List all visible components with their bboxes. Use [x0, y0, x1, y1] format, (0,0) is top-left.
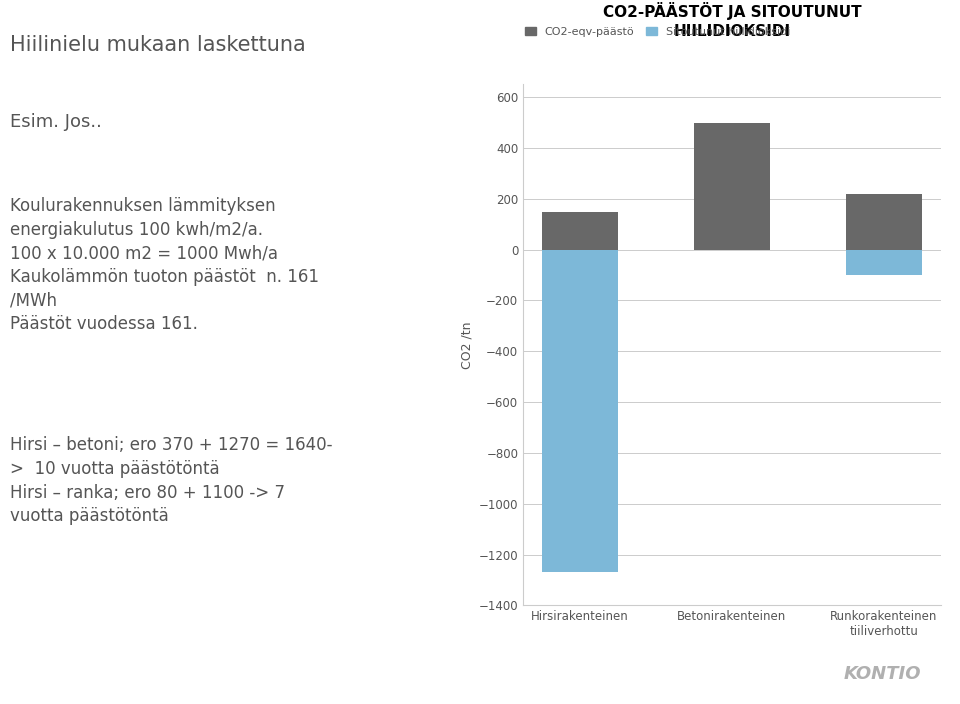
- Y-axis label: CO2 /tn: CO2 /tn: [460, 321, 473, 369]
- Text: Esim. Jos..: Esim. Jos..: [11, 113, 103, 131]
- Bar: [694, 225, 770, 250]
- Title: CO2-PÄÄSTÖT JA SITOUTUNUT
HIILIDIOKSIDI: CO2-PÄÄSTÖT JA SITOUTUNUT HIILIDIOKSIDI: [603, 2, 861, 39]
- Bar: [694, 122, 770, 250]
- Bar: [846, 250, 922, 275]
- Text: KONTIO: KONTIO: [844, 665, 922, 683]
- Text: Hirsi – betoni; ero 370 + 1270 = 1640-
>  10 vuotta päästötöntä
Hirsi – ranka; e: Hirsi – betoni; ero 370 + 1270 = 1640- >…: [11, 436, 333, 525]
- Bar: [542, 250, 618, 572]
- Text: Koulurakennuksen lämmityksen
energiakulutus 100 kwh/m2/a.
100 x 10.000 m2 = 1000: Koulurakennuksen lämmityksen energiakulu…: [11, 197, 320, 333]
- Bar: [846, 194, 922, 250]
- Legend: CO2-eqv-päästö, Sitoutunut hiilidioksidi: CO2-eqv-päästö, Sitoutunut hiilidioksidi: [520, 23, 795, 42]
- Bar: [542, 211, 618, 250]
- Text: Hiilinielu mukaan laskettuna: Hiilinielu mukaan laskettuna: [11, 35, 306, 55]
